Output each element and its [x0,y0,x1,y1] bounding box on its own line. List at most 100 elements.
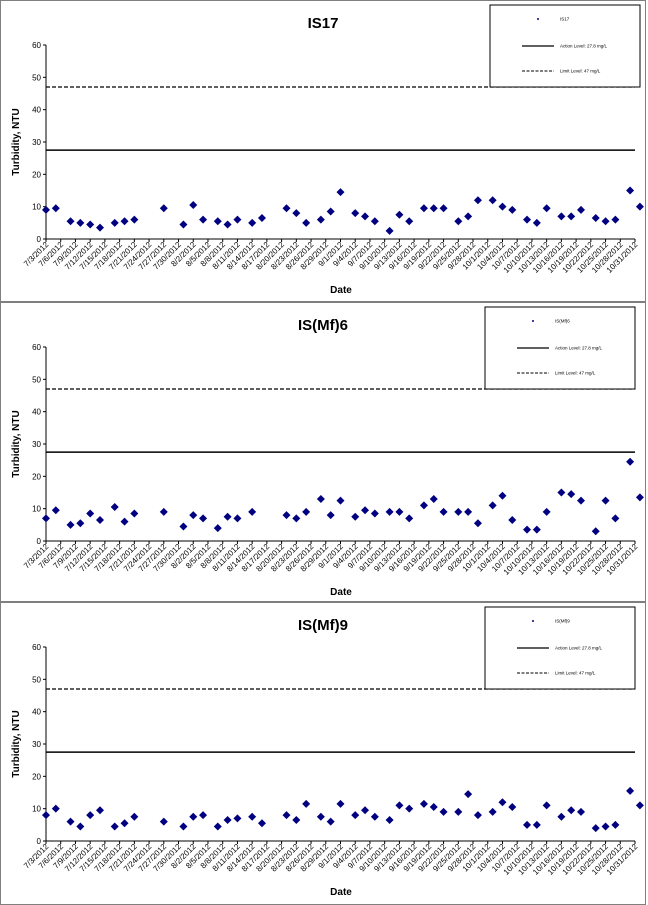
data-point [223,220,232,229]
data-point [439,507,448,516]
y-axis-label: Turbidity, NTU [11,710,22,777]
data-point [120,517,129,526]
legend-marker [532,620,534,622]
data-point [326,207,335,216]
data-point [86,509,95,518]
data-point [488,501,497,510]
data-point [76,822,85,831]
y-tick-label: 20 [32,170,41,179]
data-point [86,811,95,820]
data-point [395,801,404,810]
data-point [302,799,311,808]
y-tick-label: 40 [32,708,41,717]
data-point [370,217,379,226]
y-tick-label: 0 [37,837,42,846]
data-point [351,209,360,218]
data-point [454,217,463,226]
legend-entry-label: Action Level: 27.8 mg/L [560,44,608,49]
data-point [626,457,635,466]
data-point [76,218,85,227]
data-point [429,494,438,503]
y-tick-label: 30 [32,440,41,449]
x-axis-label: Date [330,887,352,898]
data-point [199,514,208,523]
data-point [557,812,566,821]
data-point [385,815,394,824]
chart-title: IS(Mf)6 [298,317,348,334]
data-point [473,519,482,528]
data-point [213,822,222,831]
data-point [508,205,517,214]
data-point [488,807,497,816]
data-point [302,218,311,227]
data-point [498,798,507,807]
legend-entry-label: IS(Mf)9 [555,619,570,624]
data-point [523,525,532,534]
data-point [464,790,473,799]
y-tick-label: 10 [32,505,41,514]
data-point [248,507,257,516]
y-tick-label: 40 [32,106,41,115]
data-point [626,186,635,195]
legend-entry-label: IS(Mf)6 [555,319,570,324]
data-point [110,822,119,831]
data-point [635,801,644,810]
data-point [361,506,370,515]
data-point [454,807,463,816]
data-point [233,814,242,823]
data-point [557,212,566,221]
data-point [635,202,644,211]
data-point [282,811,291,820]
data-point [635,493,644,502]
data-point [395,507,404,516]
data-point [405,804,414,813]
legend-entry-label: Action Level: 27.8 mg/L [555,346,603,351]
data-point [532,218,541,227]
data-point [370,812,379,821]
y-tick-label: 50 [32,73,41,82]
data-point [179,220,188,229]
data-point [76,519,85,528]
data-point [591,213,600,222]
data-point [370,509,379,518]
data-point [591,824,600,833]
data-point [542,204,551,213]
data-point [189,511,198,520]
chart-panel-is-mf6: IS(Mf)6 Turbidity, NTU Date 0 10 20 30 40 50 60 7/… [0,302,646,602]
data-point [454,507,463,516]
y-tick-label: 10 [32,805,41,814]
data-point [42,514,50,523]
data-point [336,799,345,808]
data-point [110,503,119,512]
data-point [213,217,222,226]
data-point [257,213,266,222]
data-point [66,817,75,826]
legend-entry-label: Limit Level: 47 mg/L [560,69,601,74]
data-point [523,820,532,829]
data-point [95,515,104,524]
y-tick-label: 60 [32,643,41,652]
data-point [351,811,360,820]
y-tick-label: 50 [32,675,41,684]
data-point [282,204,291,213]
data-point [601,822,610,831]
data-point [130,812,139,821]
data-point [532,525,541,534]
chart-panel-is17: IS17 Turbidity, NTU Date 0 10 20 30 40 50 60 7/3/2… [0,0,646,302]
data-point [429,803,438,812]
data-point [336,496,345,505]
data-point [316,812,325,821]
y-tick-label: 60 [32,41,41,50]
legend-marker [537,18,539,20]
y-tick-label: 10 [32,203,41,212]
data-point [508,515,517,524]
data-point [66,217,75,226]
chart-panel-is-mf9: IS(Mf)9 Turbidity, NTU Date 0 10 20 30 40 50 60 7/… [0,602,646,905]
data-point [542,507,551,516]
legend-entry-label: Limit Level: 47 mg/L [555,671,596,676]
data-point [577,205,586,214]
legend-entry-label: Limit Level: 47 mg/L [555,371,596,376]
data-point [567,212,576,221]
data-point [316,215,325,224]
